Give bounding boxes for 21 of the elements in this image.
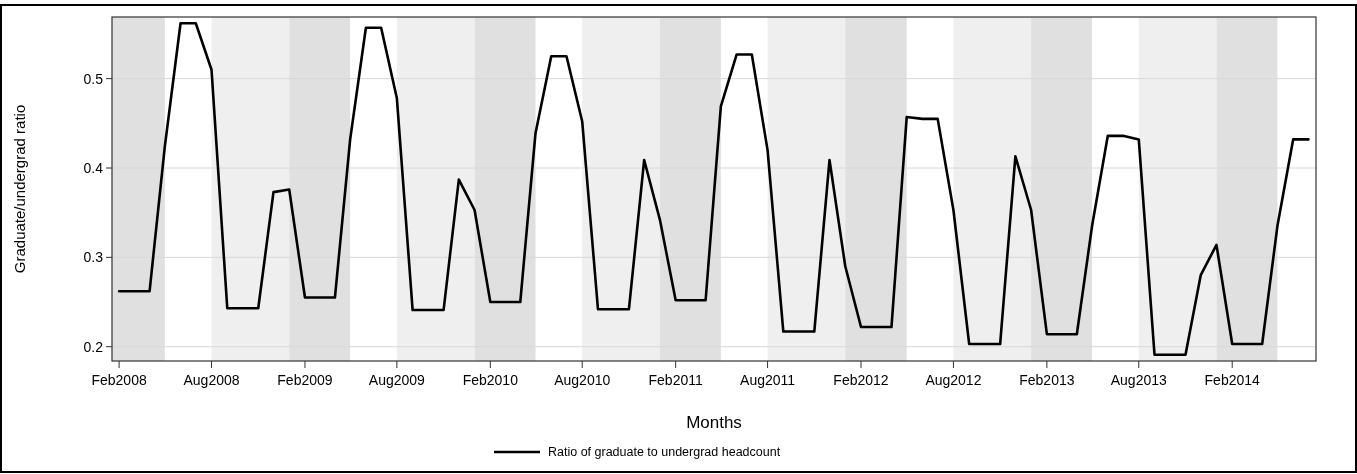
x-tick-label: Feb2008	[91, 372, 147, 388]
x-tick-label: Feb2011	[648, 372, 703, 388]
x-tick-label: Aug2009	[368, 372, 426, 388]
y-tick-label: 0.2	[83, 338, 104, 355]
x-tick-label: Feb2014	[1204, 372, 1261, 388]
x-tick-label: Aug2008	[183, 372, 240, 388]
y-tick-label: 0.3	[83, 249, 104, 266]
y-tick-label: 0.4	[83, 159, 104, 176]
line-series	[117, 21, 1310, 357]
x-tick-label: Aug2013	[1110, 372, 1168, 388]
x-tick-label: Feb2012	[833, 372, 889, 388]
x-tick-label: Feb2013	[1019, 372, 1075, 388]
x-tick-label: Feb2010	[462, 372, 519, 388]
x-tick-label: Feb2009	[277, 372, 333, 388]
x-tick-label: Aug2010	[554, 372, 611, 388]
x-tick-label: Aug2012	[925, 372, 982, 388]
y-tick-label: 0.5	[83, 70, 104, 87]
y-axis-title: Graduate/undergrad ratio	[11, 104, 28, 274]
x-tick-label: Aug2011	[740, 372, 796, 388]
x-axis-title: Months	[686, 413, 742, 432]
legend-label: Ratio of graduate to undergrad headcount	[548, 445, 781, 460]
